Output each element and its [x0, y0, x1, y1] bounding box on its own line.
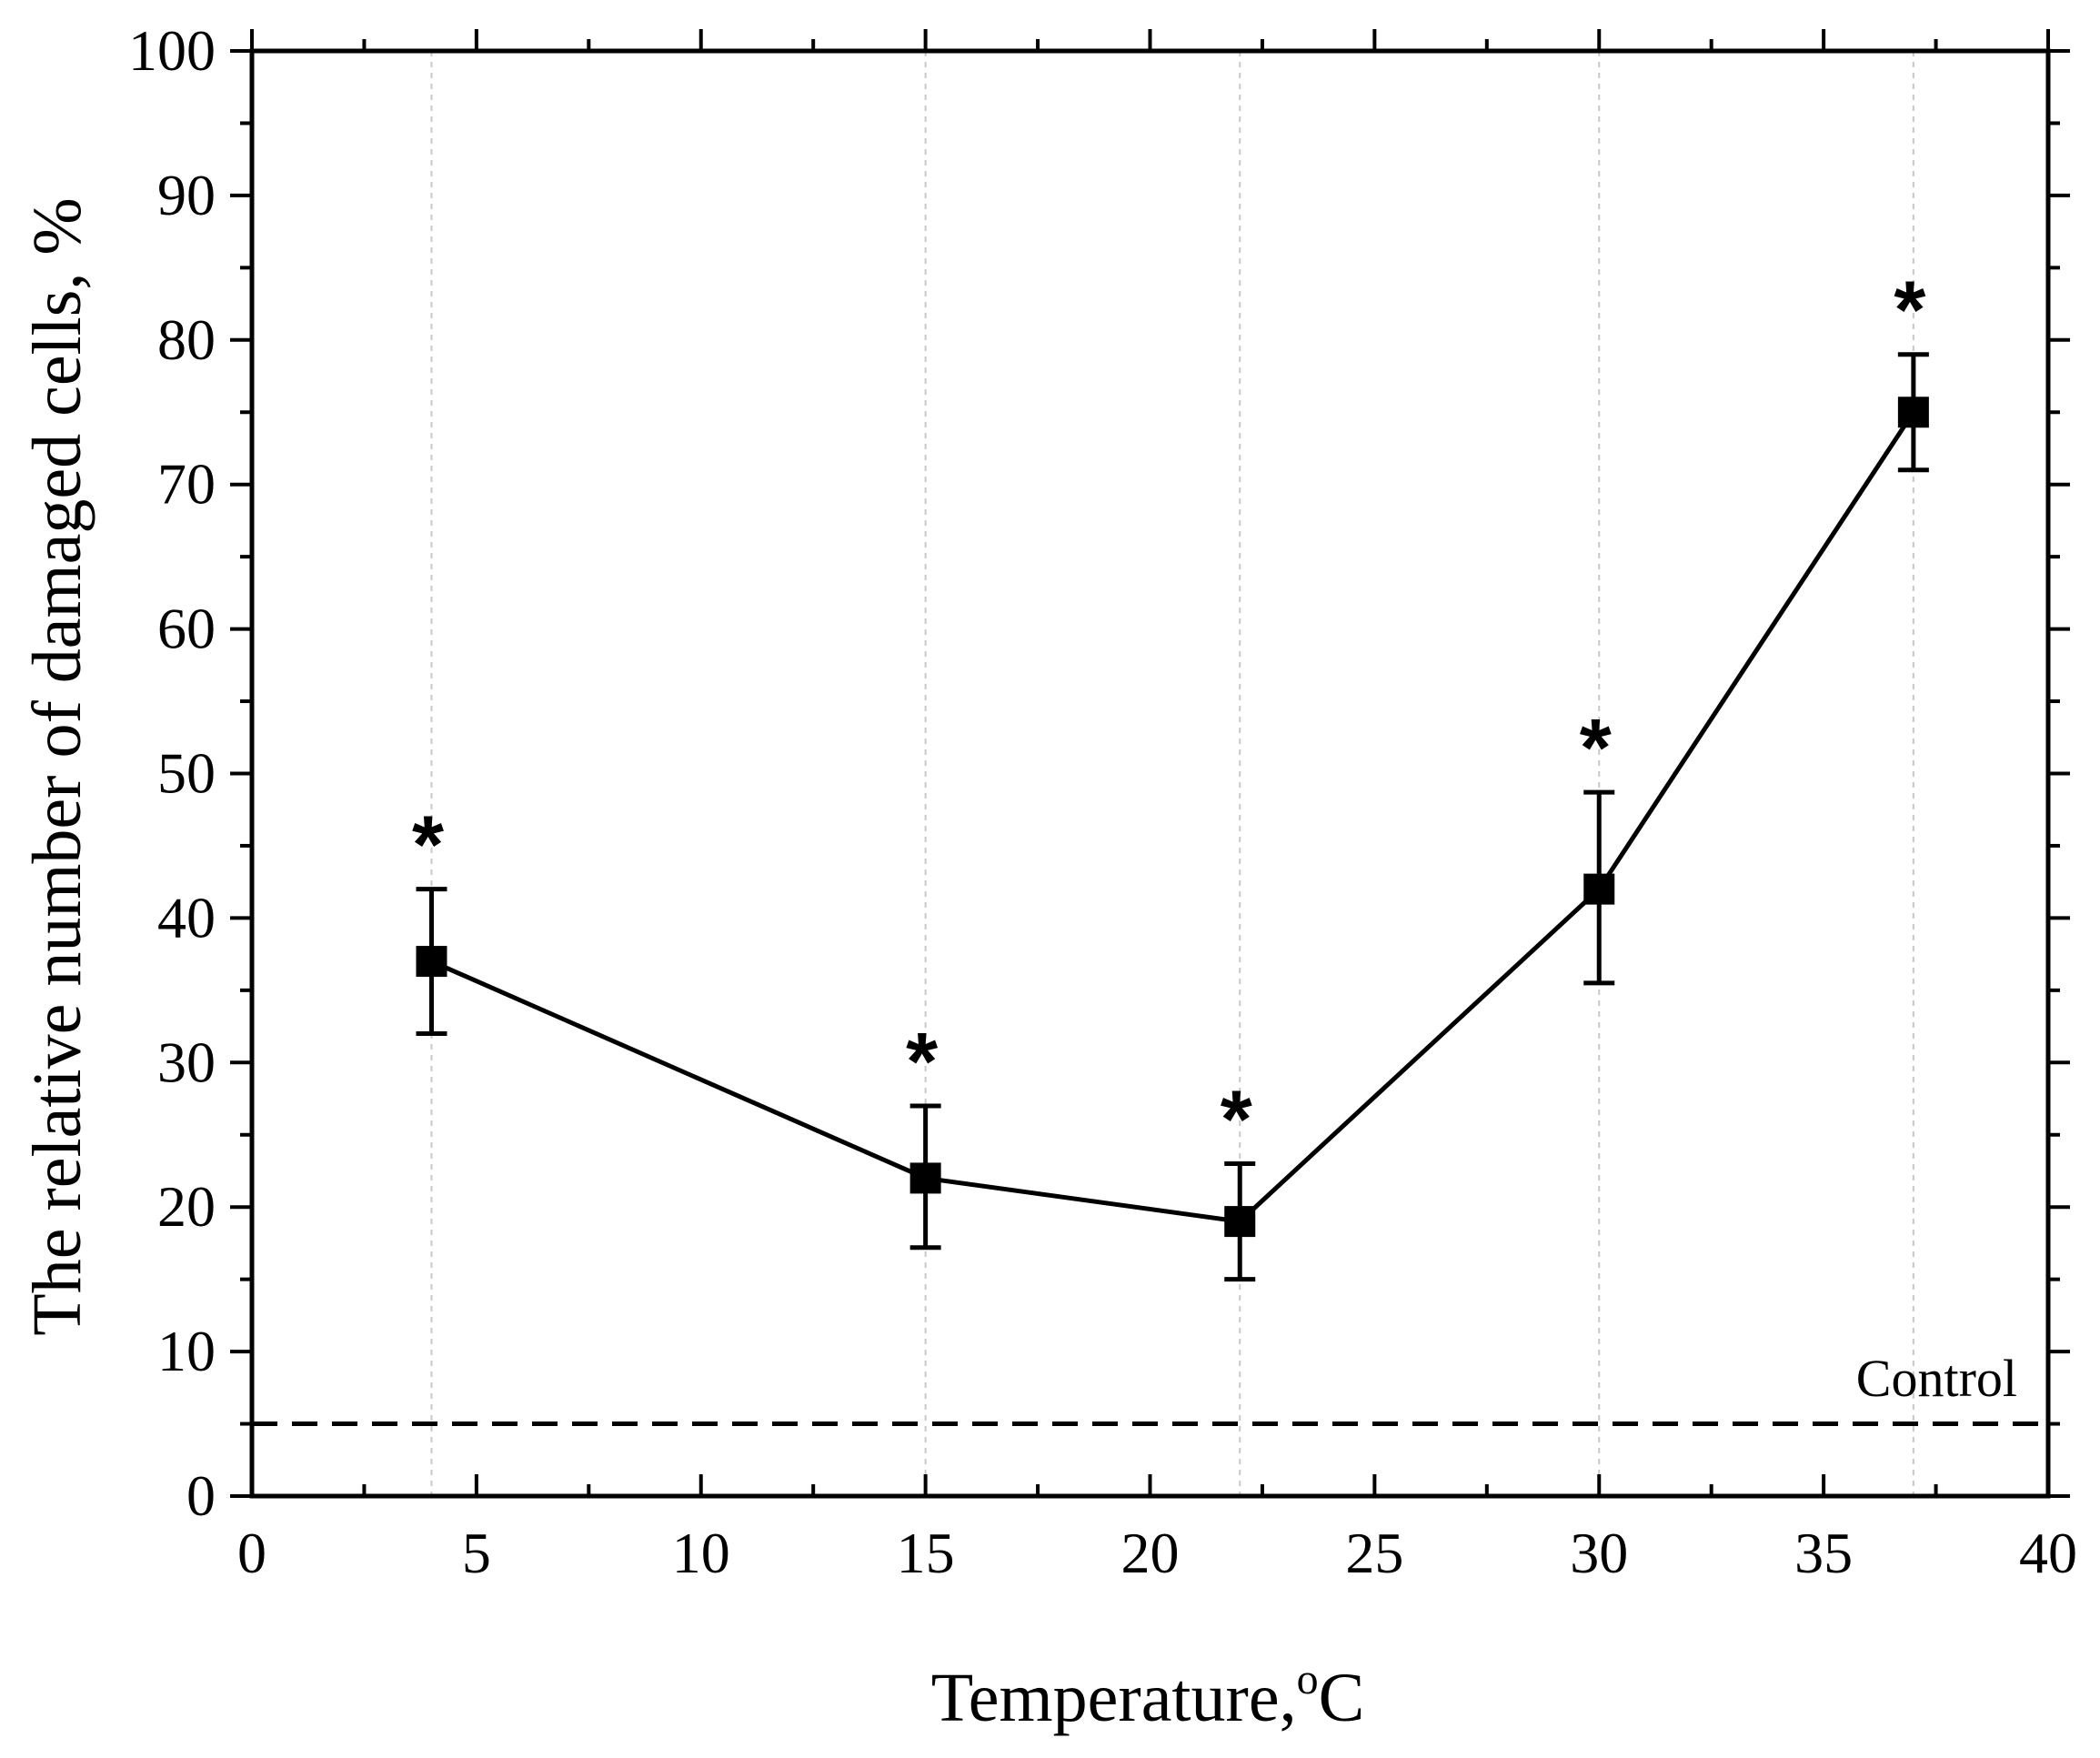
significance-marker-22: *	[1221, 1075, 1252, 1166]
data-point-15	[909, 1162, 941, 1194]
x-axis-title: Temperature,oC	[931, 1655, 1365, 1736]
x-tick-label-40: 40	[2019, 1521, 2077, 1585]
y-tick-label-30: 30	[157, 1030, 216, 1094]
y-tick-label-50: 50	[157, 741, 216, 806]
x-tick-label-15: 15	[897, 1521, 955, 1585]
data-point-22	[1224, 1206, 1256, 1238]
significance-marker-4: *	[412, 800, 444, 891]
series-line	[430, 410, 1915, 1224]
x-tick-label-5: 5	[462, 1521, 491, 1585]
series-layer: * * * * *	[412, 266, 1929, 1282]
x-tick-label-0: 0	[237, 1521, 266, 1585]
y-tick-label-60: 60	[157, 597, 216, 661]
y-tick-label-20: 20	[157, 1174, 216, 1239]
y-axis-title: The relative number of damaged cells, %	[19, 197, 95, 1335]
x-tick-label-10: 10	[672, 1521, 730, 1585]
significance-marker-37: *	[1894, 266, 1925, 357]
x-tick-label-30: 30	[1570, 1521, 1628, 1585]
control-layer: Control	[252, 1349, 2048, 1427]
data-point-37	[1897, 397, 1929, 428]
labels-layer: Temperature,oC The relative number of da…	[19, 197, 1364, 1736]
axes-layer: 0 5 10 15 20 25 30 35 40 0 10 20 30 40 50 60 70 80 90 100	[128, 18, 2077, 1585]
y-tick-label-80: 80	[157, 307, 216, 372]
grid-layer	[430, 51, 1914, 1496]
control-label: Control	[1856, 1349, 2017, 1408]
data-point-4	[416, 946, 447, 978]
significance-marker-30: *	[1580, 703, 1612, 794]
x-axis-degree: o	[1297, 1655, 1319, 1703]
data-point-30	[1583, 873, 1615, 905]
x-axis-unit: C	[1319, 1660, 1365, 1736]
significance-marker-15: *	[906, 1017, 938, 1108]
x-axis-title-text: Temperature,	[931, 1660, 1297, 1736]
y-tick-label-100: 100	[128, 18, 216, 83]
y-tick-label-0: 0	[186, 1463, 216, 1528]
x-tick-label-35: 35	[1794, 1521, 1853, 1585]
x-tick-label-25: 25	[1345, 1521, 1403, 1585]
y-tick-label-70: 70	[157, 452, 216, 517]
y-tick-label-40: 40	[157, 885, 216, 949]
plot-frame	[249, 48, 2051, 1499]
y-tick-label-90: 90	[157, 163, 216, 227]
y-tick-label-10: 10	[157, 1319, 216, 1383]
x-tick-label-20: 20	[1121, 1521, 1180, 1585]
